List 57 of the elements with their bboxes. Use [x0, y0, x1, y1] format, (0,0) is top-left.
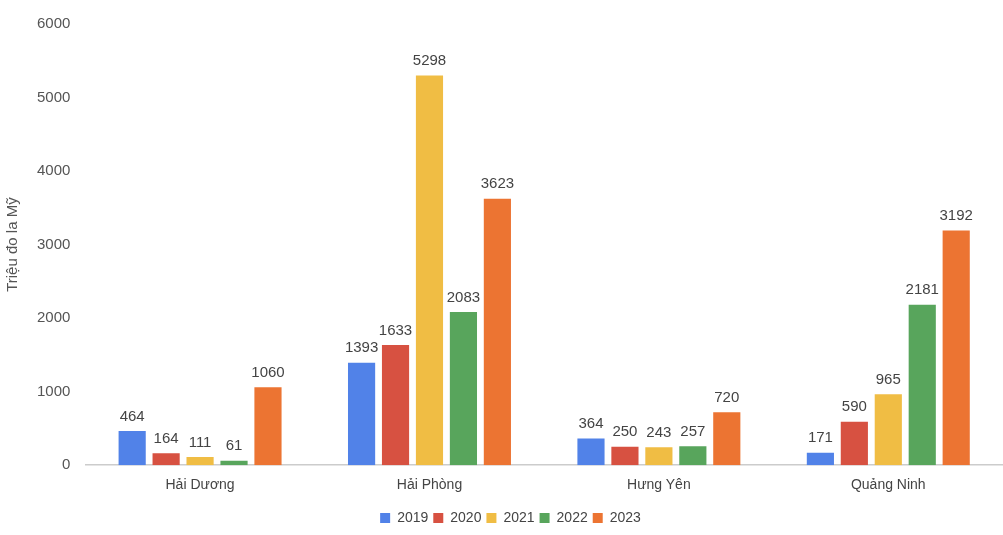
- legend-label: 2023: [609, 508, 642, 525]
- y-tick-label: 3000: [36, 234, 71, 252]
- bar: [942, 230, 970, 466]
- data-label: 2083: [446, 287, 481, 305]
- bar: [611, 446, 639, 466]
- bar: [415, 75, 444, 466]
- bar: [840, 421, 868, 466]
- y-tick-label: 4000: [36, 161, 71, 179]
- data-label: 2181: [905, 280, 939, 298]
- legend-label: 2019: [397, 508, 429, 525]
- data-label: 590: [841, 397, 867, 415]
- data-label: 720: [714, 387, 740, 405]
- y-tick-label: 0: [62, 455, 71, 473]
- data-label: 243: [646, 422, 672, 440]
- bar: [186, 457, 214, 466]
- y-tick-label: 2000: [36, 308, 71, 326]
- bar: [874, 394, 902, 466]
- legend-label: 2021: [503, 508, 535, 525]
- data-label: 3623: [480, 174, 515, 192]
- bar: [348, 362, 376, 466]
- data-label: 3192: [939, 206, 973, 224]
- bar: [577, 438, 605, 466]
- bar: [254, 387, 282, 466]
- bar: [381, 345, 410, 466]
- bar: [483, 198, 511, 466]
- x-tick-label: Hưng Yên: [627, 476, 691, 493]
- data-label: 61: [225, 436, 243, 454]
- data-label: 965: [875, 369, 901, 387]
- bar: [152, 453, 180, 466]
- data-label: 257: [680, 421, 706, 439]
- data-label: 1393: [344, 338, 379, 356]
- data-label: 171: [807, 428, 833, 446]
- bar: [713, 412, 741, 466]
- bar: [449, 312, 478, 466]
- legend-label: 2022: [556, 508, 588, 525]
- bar: [908, 304, 936, 466]
- x-tick-label: Hải Dương: [165, 476, 235, 493]
- y-tick-label: 6000: [36, 14, 71, 32]
- bar: [118, 431, 146, 466]
- data-label: 364: [578, 414, 604, 432]
- bar: [679, 446, 707, 466]
- data-label: 111: [188, 432, 212, 450]
- bar: [220, 460, 248, 466]
- data-label: 1633: [378, 320, 413, 338]
- x-tick-label: Hải Phòng: [396, 476, 463, 493]
- data-label: 5298: [412, 51, 447, 69]
- y-tick-label: 5000: [36, 87, 71, 105]
- y-axis-title: Triệu đo la Mỹ: [3, 196, 21, 292]
- data-label: 250: [612, 422, 638, 440]
- data-label: 164: [153, 428, 179, 446]
- bar: [645, 447, 673, 466]
- data-label: 464: [119, 406, 145, 424]
- bar: [806, 452, 834, 466]
- data-label: 1060: [251, 362, 285, 380]
- y-tick-label: 1000: [36, 381, 71, 399]
- x-tick-label: Quảng Ninh: [850, 476, 926, 493]
- legend-label: 2020: [450, 508, 482, 525]
